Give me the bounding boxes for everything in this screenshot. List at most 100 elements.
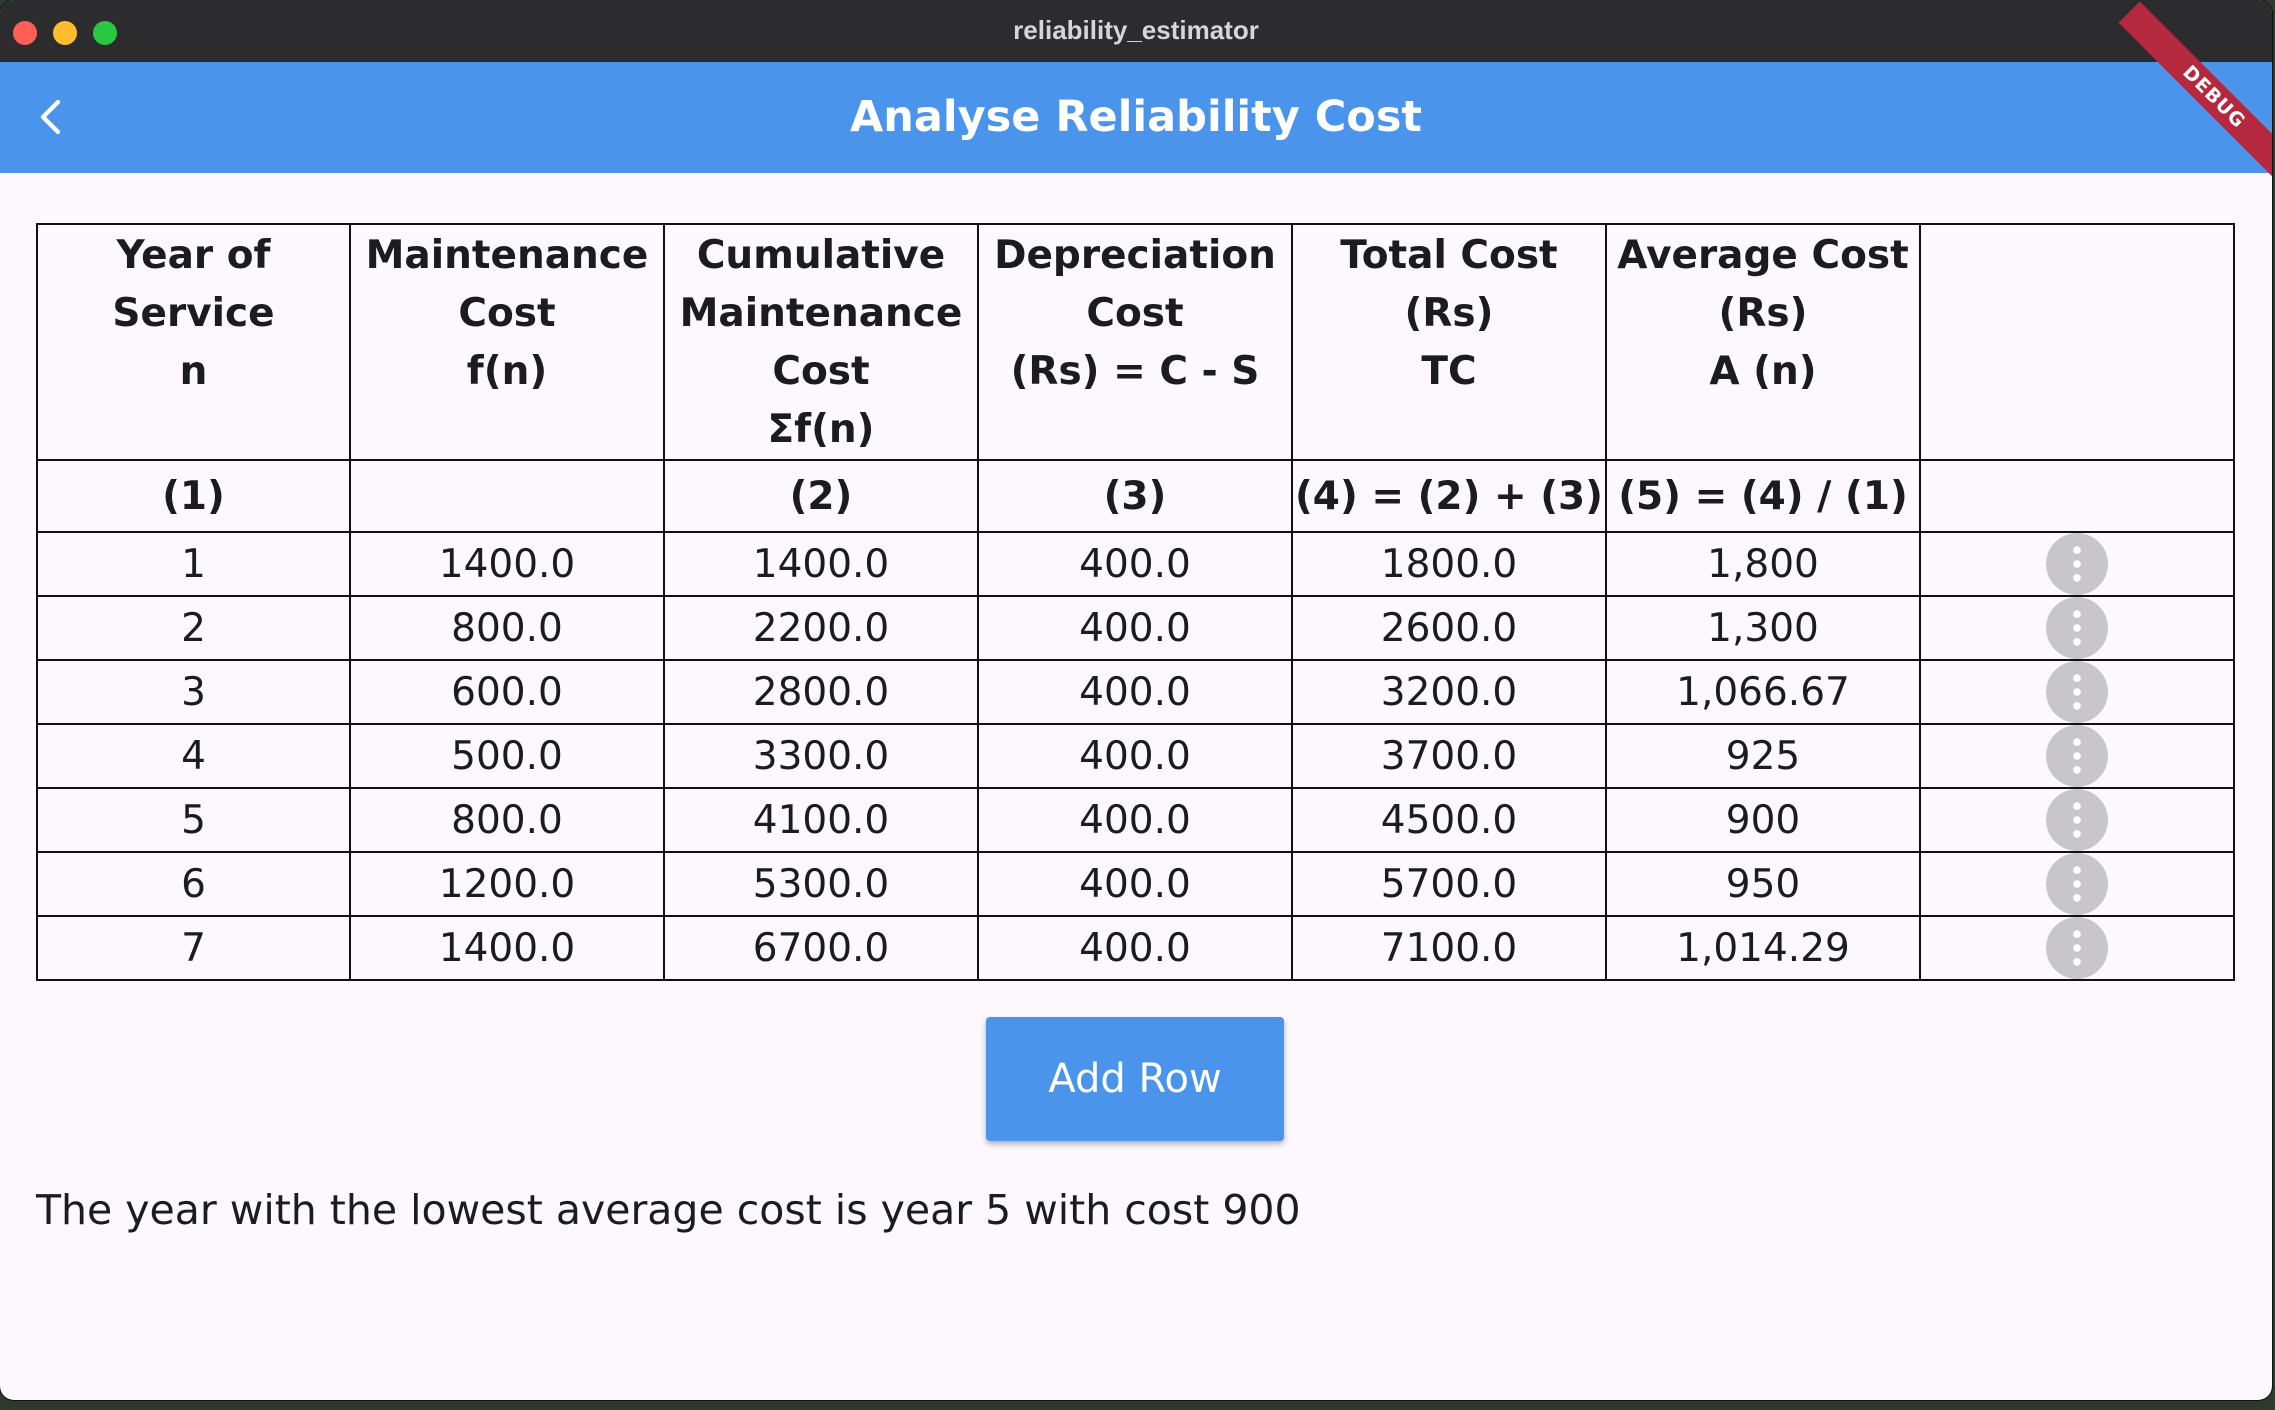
column-header-line: (Rs) <box>1718 291 1808 336</box>
lowest-cost-result: The year with the lowest average cost is… <box>36 1186 1301 1234</box>
column-header-line: n <box>179 349 208 394</box>
column-header: Average Cost (Rs) A (n) <box>1605 223 1921 461</box>
table-cell: 3700.0 <box>1291 723 1607 789</box>
table-cell: 950 <box>1605 851 1921 917</box>
row-menu-button[interactable] <box>2046 725 2108 787</box>
row-menu-button[interactable] <box>2046 597 2108 659</box>
row-actions-cell <box>1919 595 2235 661</box>
table-cell: 400.0 <box>977 595 1293 661</box>
row-actions-cell <box>1919 915 2235 981</box>
column-header: Cumulative Maintenance Cost Σf(n) <box>663 223 979 461</box>
column-header-line: Total Cost (Rs) <box>1340 233 1558 336</box>
table-row: 4 500.0 3300.0 400.0 3700.0 925 <box>36 723 2235 789</box>
column-header-line: Average Cost <box>1617 233 1909 278</box>
more-vertical-icon <box>2073 546 2081 582</box>
column-formula-label <box>1919 459 2235 533</box>
table-cell: 5700.0 <box>1291 851 1607 917</box>
table-cell: 800.0 <box>349 595 665 661</box>
table-cell: 2 <box>36 595 351 661</box>
table-cell: 1400.0 <box>349 915 665 981</box>
row-actions-cell <box>1919 659 2235 725</box>
table-cell: 925 <box>1605 723 1921 789</box>
table-cell: 1,800 <box>1605 531 1921 597</box>
table-cell: 2600.0 <box>1291 595 1607 661</box>
row-menu-button[interactable] <box>2046 917 2108 979</box>
table-cell: 1,014.29 <box>1605 915 1921 981</box>
column-formula-label: (2) <box>663 459 979 533</box>
column-formula-label: (4) = (2) + (3) <box>1291 459 1607 533</box>
table-row: 5 800.0 4100.0 400.0 4500.0 900 <box>36 787 2235 853</box>
table-row: 6 1200.0 5300.0 400.0 5700.0 950 <box>36 851 2235 917</box>
table-row: 3 600.0 2800.0 400.0 3200.0 1,066.67 <box>36 659 2235 725</box>
row-menu-button[interactable] <box>2046 789 2108 851</box>
table-cell: 3 <box>36 659 351 725</box>
table-cell: 800.0 <box>349 787 665 853</box>
table-cell: 6 <box>36 851 351 917</box>
table-cell: 2800.0 <box>663 659 979 725</box>
more-vertical-icon <box>2073 674 2081 710</box>
table-cell: 400.0 <box>977 851 1293 917</box>
table-cell: 6700.0 <box>663 915 979 981</box>
row-actions-cell <box>1919 787 2235 853</box>
table-cell: 400.0 <box>977 659 1293 725</box>
row-actions-cell <box>1919 851 2235 917</box>
table-header-row: Year of Service n Maintenance Cost f(n) Cumul… <box>36 223 2235 461</box>
reliability-cost-table: Year of Service n Maintenance Cost f(n) Cumul… <box>36 223 2235 981</box>
column-header-line: Cost <box>458 291 556 336</box>
row-menu-button[interactable] <box>2046 661 2108 723</box>
column-header-line: f(n) <box>466 349 548 394</box>
table-cell: 600.0 <box>349 659 665 725</box>
row-menu-button[interactable] <box>2046 853 2108 915</box>
page-title: Analyse Reliability Cost <box>850 92 1422 142</box>
table-cell: 7 <box>36 915 351 981</box>
table-cell: 4 <box>36 723 351 789</box>
table-cell: 3200.0 <box>1291 659 1607 725</box>
table-cell: 1400.0 <box>663 531 979 597</box>
table-cell: 1,300 <box>1605 595 1921 661</box>
back-button[interactable] <box>22 86 84 148</box>
column-header <box>1919 223 2235 461</box>
table-label-row: (1) (2) (3) (4) = (2) + (3) (5) = (4) / (1) <box>36 459 2235 533</box>
column-header: Depreciation Cost (Rs) = C - S <box>977 223 1293 461</box>
table-cell: 1 <box>36 531 351 597</box>
table-cell: 400.0 <box>977 531 1293 597</box>
column-header-line: TC <box>1421 349 1477 394</box>
column-formula-label: (1) <box>36 459 351 533</box>
column-formula-label: (3) <box>977 459 1293 533</box>
column-header-line: Maintenance <box>679 291 963 336</box>
maximize-window-button[interactable] <box>93 21 117 45</box>
more-vertical-icon <box>2073 930 2081 966</box>
row-menu-button[interactable] <box>2046 533 2108 595</box>
table-cell: 4100.0 <box>663 787 979 853</box>
table-cell: 1800.0 <box>1291 531 1607 597</box>
window-title: reliability_estimator <box>1013 15 1259 45</box>
table-cell: 500.0 <box>349 723 665 789</box>
column-formula-label <box>349 459 665 533</box>
column-header-line: Cost <box>772 349 870 394</box>
more-vertical-icon <box>2073 738 2081 774</box>
close-window-button[interactable] <box>13 21 37 45</box>
table-cell: 400.0 <box>977 787 1293 853</box>
table-cell: 400.0 <box>977 915 1293 981</box>
table-cell: 3300.0 <box>663 723 979 789</box>
more-vertical-icon <box>2073 802 2081 838</box>
title-bar: reliability_estimator <box>0 0 2272 63</box>
column-header-line: Depreciation <box>994 233 1276 278</box>
column-header: Year of Service n <box>36 223 351 461</box>
column-header-line: Σf(n) <box>767 407 875 452</box>
table-cell: 5300.0 <box>663 851 979 917</box>
table-cell: 1200.0 <box>349 851 665 917</box>
table-row: 1 1400.0 1400.0 400.0 1800.0 1,800 <box>36 531 2235 597</box>
table-cell: 4500.0 <box>1291 787 1607 853</box>
table-cell: 2200.0 <box>663 595 979 661</box>
column-header-line: Cost <box>1086 291 1184 336</box>
add-row-button[interactable]: Add Row <box>986 1017 1284 1141</box>
table-cell: 7100.0 <box>1291 915 1607 981</box>
minimize-window-button[interactable] <box>53 21 77 45</box>
row-actions-cell <box>1919 723 2235 789</box>
chevron-left-icon <box>40 99 61 135</box>
table-cell: 1400.0 <box>349 531 665 597</box>
row-actions-cell <box>1919 531 2235 597</box>
column-formula-label: (5) = (4) / (1) <box>1605 459 1921 533</box>
